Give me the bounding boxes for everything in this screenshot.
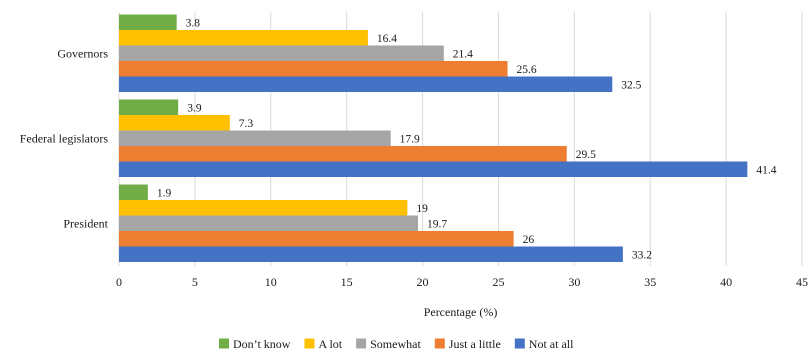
bar-not-at-all-president [119, 246, 623, 262]
bar-a-lot-federal-legislators [119, 115, 230, 131]
category-label-federal-legislators: Federal legislators [20, 131, 109, 145]
legend-label: Don’t know [233, 337, 291, 351]
data-label: 19.7 [427, 218, 447, 230]
bar-somewhat-president [119, 215, 419, 231]
bar-somewhat-federal-legislators [119, 130, 391, 146]
legend-swatch [304, 338, 315, 349]
bar-a-lot-president [119, 200, 408, 216]
data-label: 21.4 [453, 48, 473, 60]
x-tick-label: 25 [492, 275, 504, 289]
legend-item-just-a-little: Just a little [434, 337, 501, 351]
legend-swatch [434, 338, 445, 349]
x-tick-label: 0 [116, 275, 122, 289]
data-label: 25.6 [517, 64, 537, 76]
legend-item-somewhat: Somewhat [356, 337, 421, 351]
bars [119, 14, 748, 262]
bar-just-a-little-governors [119, 61, 508, 77]
data-label: 3.8 [186, 17, 201, 29]
bar-not-at-all-federal-legislators [119, 161, 748, 177]
data-label: 1.9 [157, 187, 172, 199]
data-label: 32.5 [621, 79, 641, 91]
bar-just-a-little-president [119, 231, 514, 247]
legend-swatch [219, 338, 229, 349]
data-label: 29.5 [576, 149, 596, 161]
bar-don-t-know-president [119, 184, 148, 200]
bar-a-lot-governors [119, 30, 368, 46]
x-axis-ticks: 0 5 10 15 20 25 30 35 40 45 [116, 275, 808, 289]
legend-item-a-lot: A lot [304, 337, 343, 351]
category-label-governors: Governors [57, 46, 108, 60]
x-tick-label: 5 [192, 275, 198, 289]
bar-just-a-little-federal-legislators [119, 146, 567, 162]
bar-don-t-know-federal-legislators [119, 99, 179, 115]
data-labels: 3.8 16.4 21.4 25.6 32.5 3.9 7.3 17.9 29.5 41.4 1.9… [157, 17, 777, 261]
x-axis-title: Percentage (%) [424, 305, 498, 319]
data-label: 17.9 [400, 133, 420, 145]
legend-label: Not at all [529, 337, 574, 351]
bar-not-at-all-governors [119, 76, 613, 92]
data-label: 41.4 [756, 164, 776, 176]
legend-label: A lot [318, 337, 342, 351]
x-tick-label: 30 [568, 275, 580, 289]
data-label: 19 [416, 203, 428, 215]
x-tick-label: 15 [341, 275, 353, 289]
bar-somewhat-governors [119, 45, 444, 61]
x-tick-label: 45 [796, 275, 808, 289]
bar-don-t-know-governors [119, 14, 177, 30]
legend-swatch [514, 338, 525, 349]
category-labels: Governors Federal legislators President [20, 46, 109, 230]
x-tick-label: 40 [720, 275, 732, 289]
legend-label: Just a little [449, 337, 501, 351]
data-label: 3.9 [187, 102, 202, 114]
x-tick-label: 35 [644, 275, 656, 289]
category-label-president: President [63, 216, 108, 230]
legend-item-don-t-know: Don’t know [219, 337, 291, 351]
legend-swatch [356, 338, 367, 349]
data-label: 33.2 [632, 249, 652, 261]
legend-item-not-at-all: Not at all [514, 337, 574, 351]
x-tick-label: 20 [417, 275, 429, 289]
data-label: 26 [523, 234, 535, 246]
data-label: 7.3 [239, 118, 254, 130]
legend: Don’t know A lot Somewhat Just a little Not … [219, 337, 574, 351]
x-tick-label: 10 [265, 275, 277, 289]
data-label: 16.4 [377, 33, 397, 45]
legend-label: Somewhat [370, 337, 421, 351]
